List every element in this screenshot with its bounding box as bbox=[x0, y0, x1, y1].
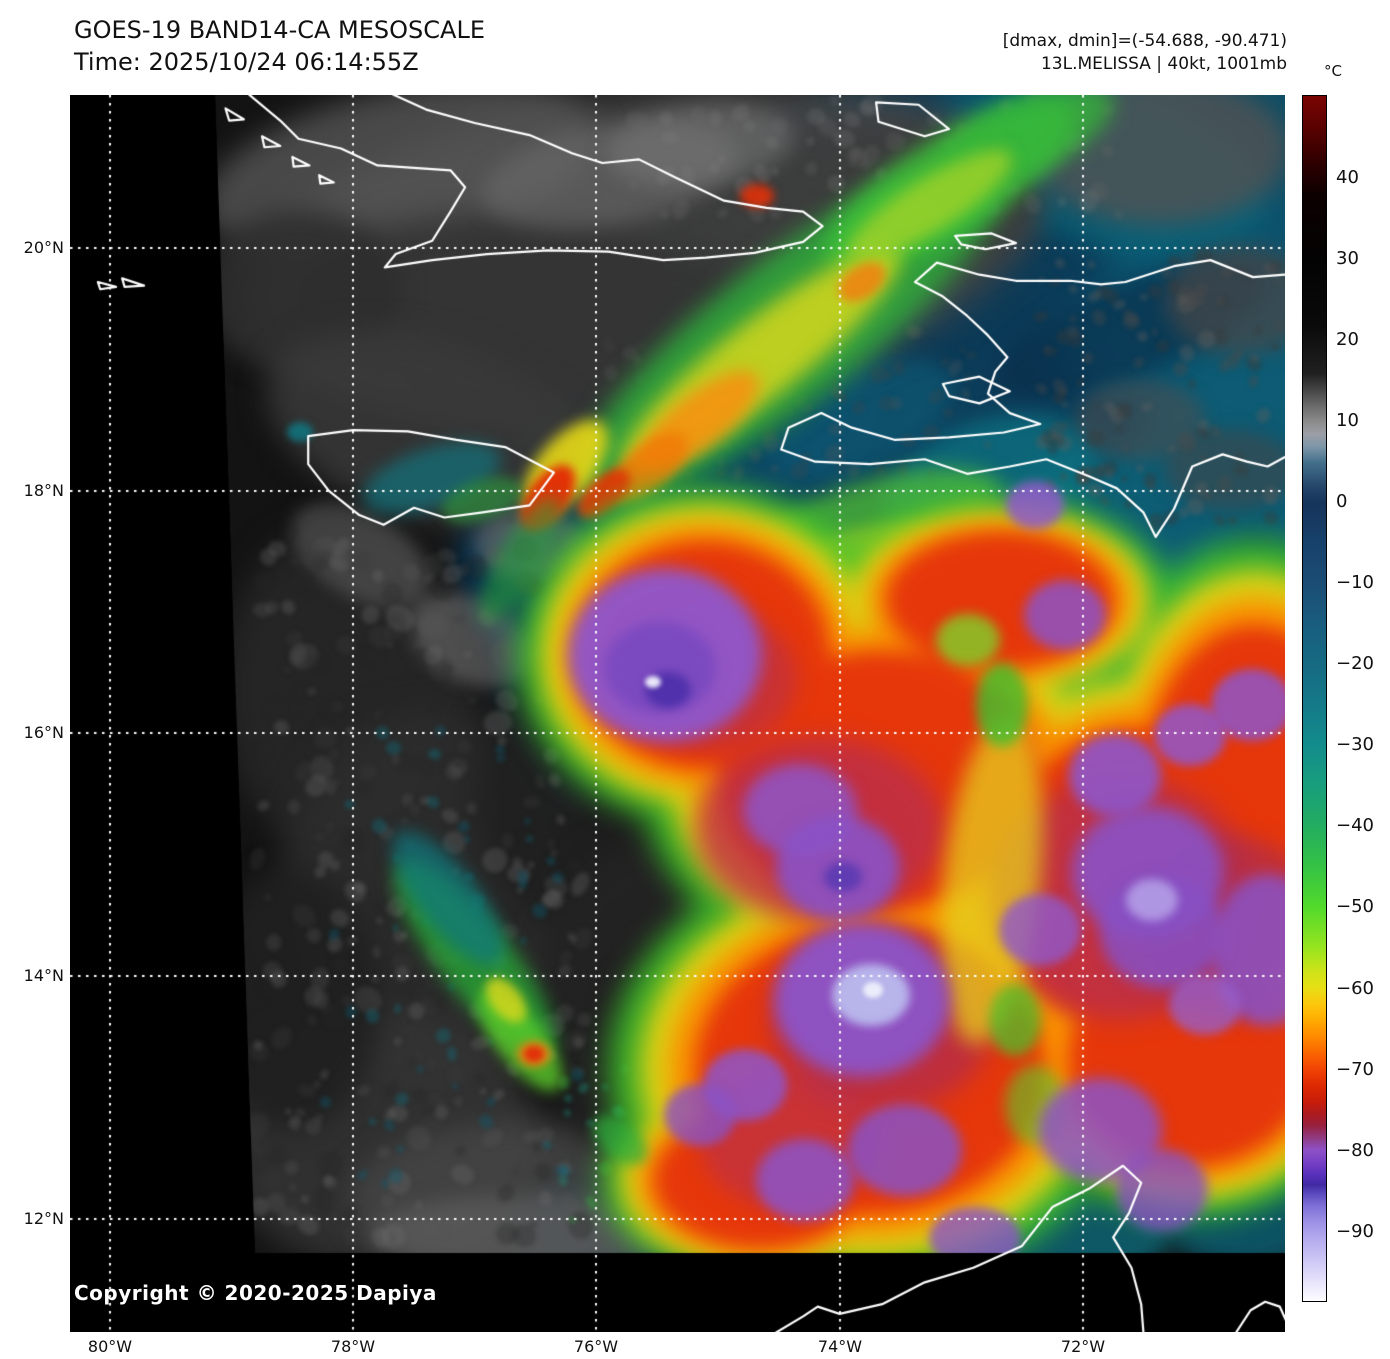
colorbar-tick-label: −50 bbox=[1336, 896, 1374, 918]
lon-tick-label: 72°W bbox=[1060, 1337, 1106, 1356]
lat-tick-label: 18°N bbox=[23, 481, 64, 500]
colorbar-tick-label: −80 bbox=[1336, 1139, 1374, 1161]
lon-tick-label: 76°W bbox=[573, 1337, 619, 1356]
lat-tick-label: 20°N bbox=[23, 238, 64, 257]
lon-tick-label: 74°W bbox=[817, 1337, 863, 1356]
colorbar-tick-label: 20 bbox=[1336, 329, 1359, 351]
colorbar-tick-label: 10 bbox=[1336, 410, 1359, 432]
colorbar-tick-label: −10 bbox=[1336, 572, 1374, 594]
lon-tick-label: 80°W bbox=[87, 1337, 133, 1356]
colorbar-tick-label: −20 bbox=[1336, 653, 1374, 675]
colorbar-tick-label: 40 bbox=[1336, 167, 1359, 189]
satellite-map-image bbox=[70, 95, 1285, 1332]
dmax-dmin-readout: [dmax, dmin]=(-54.688, -90.471) bbox=[1002, 31, 1287, 51]
colorbar-tick-label: 30 bbox=[1336, 248, 1359, 270]
colorbar-tick-label: −70 bbox=[1336, 1058, 1374, 1080]
storm-status-readout: 13L.MELISSA | 40kt, 1001mb bbox=[1040, 54, 1287, 74]
product-timestamp: Time: 2025/10/24 06:14:55Z bbox=[74, 48, 419, 76]
colorbar-tick-label: −60 bbox=[1336, 977, 1374, 999]
lat-tick-label: 14°N bbox=[23, 966, 64, 985]
lat-tick-label: 12°N bbox=[23, 1209, 64, 1228]
temperature-colorbar bbox=[1302, 95, 1327, 1302]
lon-tick-label: 78°W bbox=[330, 1337, 376, 1356]
colorbar-tick-label: 0 bbox=[1336, 491, 1348, 513]
lat-tick-label: 16°N bbox=[23, 723, 64, 742]
colorbar-tick-label: −30 bbox=[1336, 734, 1374, 756]
colorbar-tick-label: −90 bbox=[1336, 1220, 1374, 1242]
copyright-text: Copyright © 2020-2025 Dapiya bbox=[74, 1281, 437, 1305]
product-title: GOES-19 BAND14-CA MESOSCALE bbox=[74, 16, 485, 44]
colorbar-tick-label: −40 bbox=[1336, 815, 1374, 837]
colorbar-unit-label: °C bbox=[1324, 62, 1342, 80]
